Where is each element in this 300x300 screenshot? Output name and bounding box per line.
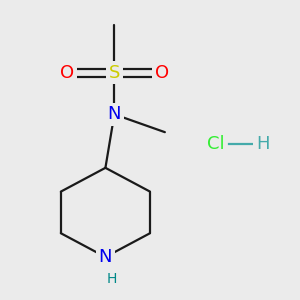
Text: O: O xyxy=(155,64,169,82)
Text: H: H xyxy=(106,272,116,286)
Text: H: H xyxy=(256,135,270,153)
Text: N: N xyxy=(108,105,121,123)
Text: S: S xyxy=(109,64,120,82)
Text: Cl: Cl xyxy=(207,135,224,153)
Text: N: N xyxy=(99,248,112,266)
Text: O: O xyxy=(60,64,74,82)
